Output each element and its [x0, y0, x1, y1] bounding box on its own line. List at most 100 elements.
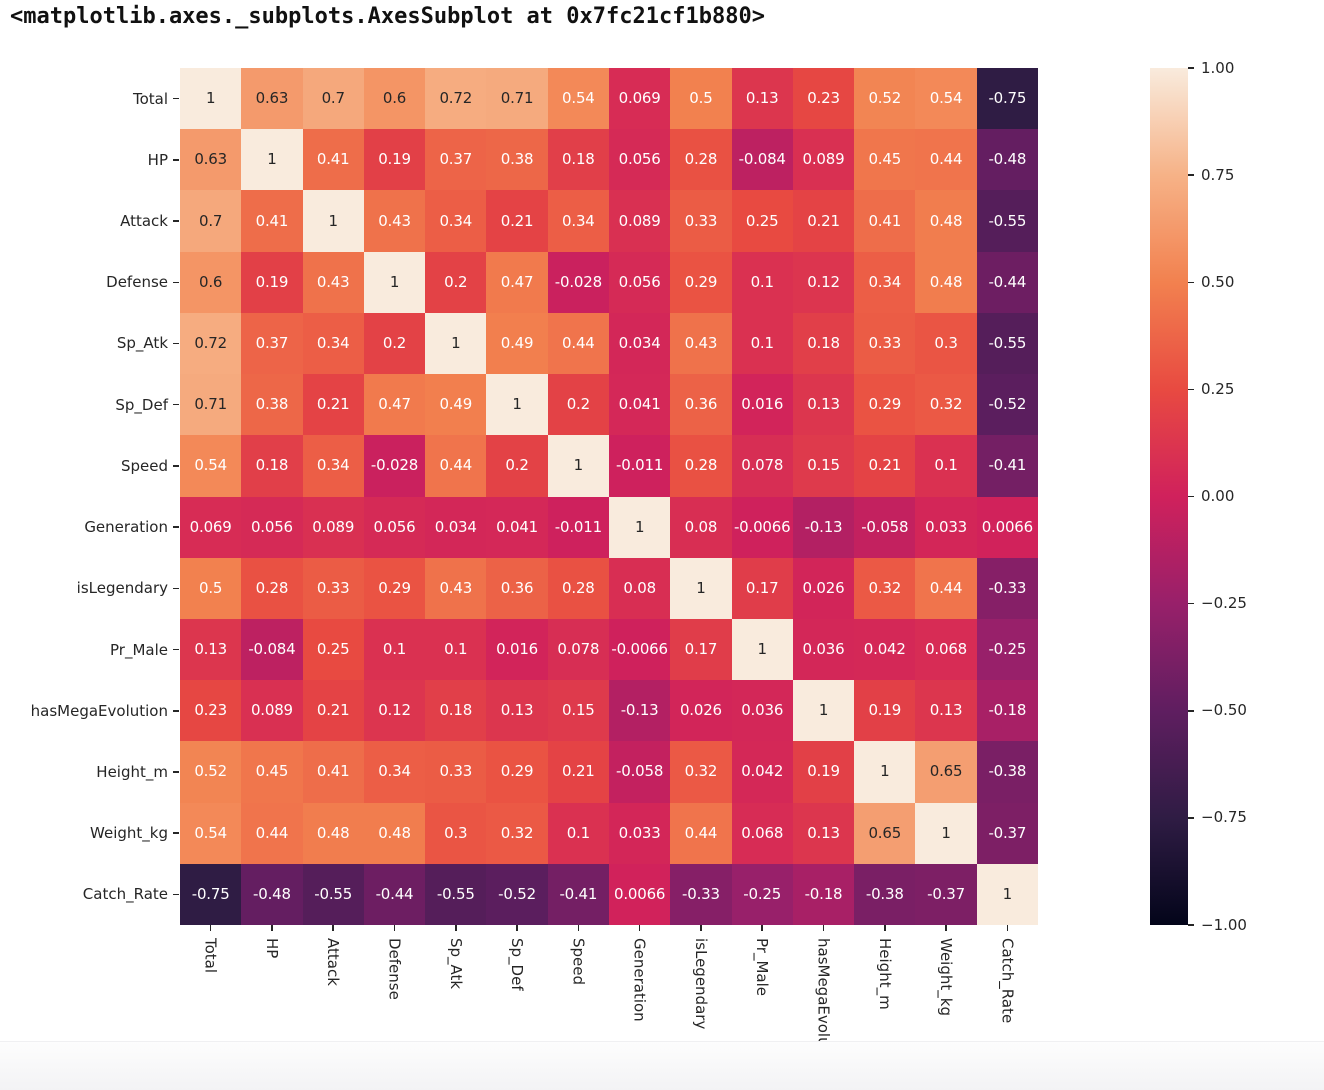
heatmap-cell: 0.44: [425, 435, 487, 497]
notebook-bottom-band: [0, 1041, 1324, 1090]
heatmap-cell: 0.13: [792, 374, 855, 436]
y-tick-mark: [173, 97, 179, 100]
x-tick-label: isLegendary: [691, 938, 710, 1030]
heatmap-cell: 0.5: [180, 557, 242, 619]
heatmap-cell: 0.3: [915, 312, 977, 375]
heatmap-cell: 0.036: [792, 618, 855, 681]
heatmap-cell: 0.28: [670, 129, 732, 191]
heatmap-cell: 0.041: [608, 374, 671, 436]
y-tick-label: Sp_Def: [115, 395, 168, 414]
heatmap-cell: 0.29: [363, 557, 426, 619]
heatmap-cell: 0.48: [363, 802, 426, 864]
heatmap-cell: -0.33: [670, 863, 732, 925]
heatmap-cell: -0.028: [363, 435, 426, 497]
colorbar-tick-label: 0.00: [1201, 487, 1235, 505]
colorbar-tick-label: −0.75: [1201, 808, 1247, 827]
heatmap-cell: 0.0066: [608, 863, 671, 925]
x-tick-label: Catch_Rate: [998, 938, 1017, 1024]
heatmap-cell: -0.058: [608, 741, 671, 803]
heatmap-cell: 0.2: [547, 374, 609, 436]
x-tick-label: Weight_kg: [937, 938, 956, 1016]
y-tick-mark: [173, 342, 179, 345]
heatmap-cell: 0.042: [854, 618, 916, 681]
heatmap-cell: 0.48: [302, 802, 364, 864]
heatmap-cell: 0.21: [547, 741, 609, 803]
heatmap-cell: 0.29: [854, 374, 916, 436]
heatmap-cell: 0.17: [670, 618, 732, 681]
heatmap-cell: -0.25: [731, 863, 793, 925]
heatmap-cell: -0.084: [241, 618, 303, 681]
heatmap-cell: 0.54: [547, 68, 609, 130]
colorbar-tick-mark: [1188, 281, 1194, 283]
heatmap-cell: 1: [425, 312, 487, 375]
heatmap-cell: 0.63: [180, 129, 242, 191]
x-tick-mark: [945, 925, 947, 931]
x-tick-label: Defense: [385, 938, 404, 1000]
x-tick-mark: [1006, 925, 1009, 931]
heatmap-cell: 0.15: [792, 435, 855, 497]
heatmap-cell: 0.18: [425, 680, 487, 742]
heatmap-cell: 0.44: [241, 802, 303, 864]
y-tick-label: Sp_Atk: [116, 334, 168, 353]
x-tick-label: Generation: [630, 938, 649, 1022]
heatmap-cell: 0.1: [363, 618, 426, 681]
x-tick-mark: [209, 925, 212, 931]
heatmap-cell: 0.21: [302, 374, 364, 436]
heatmap-cell: 0.056: [241, 496, 303, 558]
x-tick-mark: [332, 925, 334, 931]
heatmap-cell: 0.52: [854, 68, 916, 130]
heatmap-cell: -0.41: [547, 863, 609, 925]
heatmap-cell: 0.21: [792, 190, 855, 252]
heatmap-cell: 0.016: [731, 374, 793, 436]
heatmap-cell: 0.2: [486, 435, 548, 497]
heatmap-cell: 0.033: [915, 496, 977, 558]
heatmap-cell: 0.18: [792, 312, 855, 375]
heatmap-cell: 0.36: [486, 557, 548, 619]
heatmap-cell: 0.13: [180, 618, 242, 681]
x-tick-mark: [393, 925, 396, 931]
heatmap-cell: 0.5: [670, 68, 732, 130]
colorbar-tick-mark: [1188, 495, 1194, 498]
x-tick-mark: [761, 925, 763, 931]
y-tick-label: Weight_kg: [90, 824, 168, 843]
heatmap-cell: 0.08: [670, 496, 732, 558]
heatmap-cell: 0.089: [608, 190, 671, 252]
heatmap-cell: 0.72: [180, 312, 242, 375]
heatmap-cell: 0.026: [792, 557, 855, 619]
heatmap-cell: 0.28: [547, 557, 609, 619]
x-tick-label: Sp_Atk: [446, 938, 465, 990]
heatmap-cell: 0.43: [670, 312, 732, 375]
heatmap-cell: 0.34: [302, 435, 364, 497]
heatmap-cell: 0.0066: [976, 496, 1038, 558]
heatmap-cell: -0.37: [915, 863, 977, 925]
heatmap-cell: 0.13: [915, 680, 977, 742]
heatmap-cell: 0.44: [915, 557, 977, 619]
heatmap-cell: -0.55: [302, 863, 364, 925]
heatmap-cell: 0.48: [915, 190, 977, 252]
heatmap-cell: 0.54: [180, 435, 242, 497]
heatmap-cell: 0.34: [854, 251, 916, 313]
heatmap-cell: 0.19: [854, 680, 916, 742]
heatmap-grid: 1 0.63 0.7 0.6 0.72 0.71 0.54 0.069 0.5 0.13 0.23 0…: [180, 68, 1038, 925]
heatmap-cell: 0.29: [486, 741, 548, 803]
y-tick-label: Generation: [84, 518, 168, 537]
heatmap-cell: 0.016: [486, 618, 548, 681]
y-tick-mark: [173, 403, 179, 406]
heatmap-cell: 0.63: [241, 68, 303, 130]
heatmap-cell: 0.1: [915, 435, 977, 497]
x-tick-mark: [577, 925, 580, 931]
heatmap-cell: 1: [241, 129, 303, 191]
heatmap-cell: 0.33: [670, 190, 732, 252]
y-tick-label: isLegendary: [76, 579, 168, 598]
heatmap-cell: 0.069: [608, 68, 671, 130]
colorbar-tick-label: 0.50: [1201, 272, 1235, 291]
heatmap-cell: -0.18: [792, 863, 855, 925]
heatmap-cell: 0.33: [302, 557, 364, 619]
heatmap-cell: 0.089: [302, 496, 364, 558]
colorbar-tick-label: 0.75: [1201, 165, 1235, 184]
heatmap-cell: 0.13: [792, 802, 855, 864]
y-tick-mark: [173, 220, 179, 222]
heatmap-cell: 0.45: [854, 129, 916, 191]
y-tick-label: Speed: [120, 456, 168, 475]
heatmap-cell: 0.23: [792, 68, 855, 130]
